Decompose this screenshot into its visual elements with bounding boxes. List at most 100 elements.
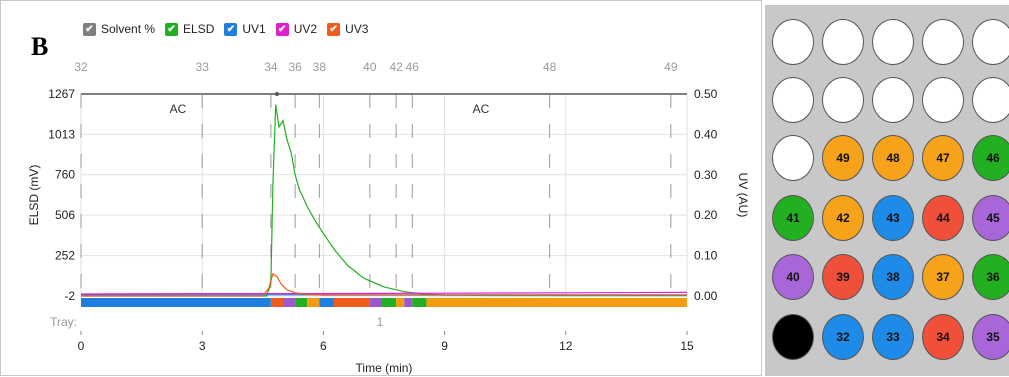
fraction-bar-segment bbox=[307, 298, 319, 307]
tray-well-empty[interactable] bbox=[972, 19, 1009, 65]
tray-well-41[interactable]: 41 bbox=[772, 195, 814, 241]
x-axis-label: Time (min) bbox=[356, 361, 413, 375]
tray-well-empty[interactable] bbox=[772, 19, 814, 65]
fraction-bar-segment bbox=[295, 298, 307, 307]
y-left-tick-label: 1267 bbox=[48, 87, 75, 101]
y-right-axis-label: UV (AU) bbox=[736, 173, 750, 218]
fraction-tick-label: 32 bbox=[74, 60, 88, 74]
fraction-tick-label: 34 bbox=[264, 60, 278, 74]
y-left-tick-label: 1013 bbox=[48, 127, 75, 141]
fraction-bar-segment bbox=[382, 298, 396, 307]
tray-well-38[interactable]: 38 bbox=[872, 254, 914, 300]
fraction-bar-segment bbox=[404, 298, 412, 307]
tray-well-39[interactable]: 39 bbox=[822, 254, 864, 300]
tray-well-32[interactable]: 32 bbox=[822, 314, 864, 360]
tray-well-empty[interactable] bbox=[972, 77, 1009, 123]
region-label: AC bbox=[170, 102, 187, 116]
tray-well-46[interactable]: 46 bbox=[972, 135, 1009, 181]
fraction-bar-segment bbox=[81, 298, 271, 307]
legend-label: ELSD bbox=[183, 22, 214, 36]
tray-well-34[interactable]: 34 bbox=[922, 314, 964, 360]
fraction-tick-label: 40 bbox=[363, 60, 377, 74]
tray-well-43[interactable]: 43 bbox=[872, 195, 914, 241]
plot-area bbox=[81, 94, 687, 296]
y-right-tick-label: 0.20 bbox=[694, 208, 718, 222]
tray-well-35[interactable]: 35 bbox=[972, 314, 1009, 360]
x-tick-label: 6 bbox=[320, 339, 327, 353]
tray-well-36[interactable]: 36 bbox=[972, 254, 1009, 300]
tray-well-empty[interactable] bbox=[872, 19, 914, 65]
y-left-tick-label: -2 bbox=[64, 289, 75, 303]
checkbox-icon[interactable]: ✔ bbox=[276, 23, 289, 36]
y-left-tick-label: 506 bbox=[55, 208, 75, 222]
x-tick-label: 3 bbox=[199, 339, 206, 353]
fraction-tick-label: 42 bbox=[389, 60, 403, 74]
tray-well-empty[interactable] bbox=[922, 19, 964, 65]
tray-well-empty[interactable] bbox=[772, 135, 814, 181]
tray-well-empty[interactable] bbox=[822, 77, 864, 123]
legend-item-uv3[interactable]: ✔ UV3 bbox=[327, 22, 368, 36]
fraction-bar-segment bbox=[283, 298, 295, 307]
tray-label: Tray: bbox=[50, 315, 77, 329]
y-right-tick-label: 0.40 bbox=[694, 127, 718, 141]
checkbox-icon[interactable]: ✔ bbox=[165, 23, 178, 36]
fraction-bar-segment bbox=[271, 298, 283, 307]
panel-label: B bbox=[31, 32, 48, 62]
checkbox-icon[interactable]: ✔ bbox=[327, 23, 340, 36]
fraction-bar-segment bbox=[426, 298, 687, 307]
tray-well-40[interactable]: 40 bbox=[772, 254, 814, 300]
solvent-marker bbox=[275, 92, 279, 96]
tray-well-48[interactable]: 48 bbox=[872, 135, 914, 181]
fraction-bar-segment bbox=[319, 298, 333, 307]
legend-label: UV1 bbox=[242, 22, 265, 36]
region-label: AC bbox=[473, 102, 490, 116]
tray-well-empty[interactable] bbox=[922, 77, 964, 123]
y-left-axis-label: ELSD (mV) bbox=[27, 165, 41, 226]
x-tick-label: 12 bbox=[559, 339, 573, 353]
fraction-tick-label: 48 bbox=[543, 60, 557, 74]
y-left-tick-label: 252 bbox=[55, 249, 75, 263]
y-right-tick-label: 0.10 bbox=[694, 249, 718, 263]
legend-item-solvent[interactable]: ✔ Solvent % bbox=[83, 22, 155, 36]
tray-number: 1 bbox=[377, 315, 384, 329]
fraction-tick-label: 49 bbox=[664, 60, 678, 74]
checkbox-icon[interactable]: ✔ bbox=[83, 23, 96, 36]
x-tick-label: 15 bbox=[680, 339, 694, 353]
legend-item-elsd[interactable]: ✔ ELSD bbox=[165, 22, 214, 36]
fraction-tray-plate: 49 48 47 46 41 42 43 44 45 40 39 38 37 36 32 33 34 35 bbox=[765, 5, 1009, 376]
tray-well-33[interactable]: 33 bbox=[872, 314, 914, 360]
tray-well-49[interactable]: 49 bbox=[822, 135, 864, 181]
tray-well-47[interactable]: 47 bbox=[922, 135, 964, 181]
tray-well-45[interactable]: 45 bbox=[972, 195, 1009, 241]
fraction-bar-segment bbox=[396, 298, 404, 307]
chromatogram-panel: 32 33 34 36 38 40 42 46 48 49 AC AC Tray: 1 0 3 6 9 12 15 Ti… bbox=[0, 0, 762, 376]
tray-well-42[interactable]: 42 bbox=[822, 195, 864, 241]
fraction-bar-segment bbox=[334, 298, 370, 307]
fraction-bar-segment bbox=[412, 298, 426, 307]
checkbox-icon[interactable]: ✔ bbox=[224, 23, 237, 36]
x-tick-label: 0 bbox=[78, 339, 85, 353]
y-right-tick-label: 0.00 bbox=[694, 289, 718, 303]
fraction-tick-label: 33 bbox=[196, 60, 210, 74]
chart-legend: ✔ Solvent % ✔ ELSD ✔ UV1 ✔ UV2 ✔ UV3 bbox=[83, 22, 378, 36]
fraction-tick-label: 38 bbox=[313, 60, 327, 74]
legend-label: Solvent % bbox=[101, 22, 155, 36]
legend-item-uv1[interactable]: ✔ UV1 bbox=[224, 22, 265, 36]
fraction-tick-label: 46 bbox=[406, 60, 420, 74]
tray-well-44[interactable]: 44 bbox=[922, 195, 964, 241]
legend-label: UV3 bbox=[345, 22, 368, 36]
tray-well-empty[interactable] bbox=[772, 77, 814, 123]
y-right-tick-label: 0.50 bbox=[694, 87, 718, 101]
y-right-tick-label: 0.30 bbox=[694, 168, 718, 182]
fraction-bar-segment bbox=[370, 298, 382, 307]
legend-item-uv2[interactable]: ✔ UV2 bbox=[276, 22, 317, 36]
tray-well-empty[interactable] bbox=[872, 77, 914, 123]
y-left-tick-label: 760 bbox=[55, 168, 75, 182]
x-tick-label: 9 bbox=[441, 339, 448, 353]
tray-well-37[interactable]: 37 bbox=[922, 254, 964, 300]
legend-label: UV2 bbox=[294, 22, 317, 36]
fraction-tick-label: 36 bbox=[288, 60, 302, 74]
tray-well-empty[interactable] bbox=[822, 19, 864, 65]
tray-well-empty[interactable] bbox=[772, 314, 814, 360]
